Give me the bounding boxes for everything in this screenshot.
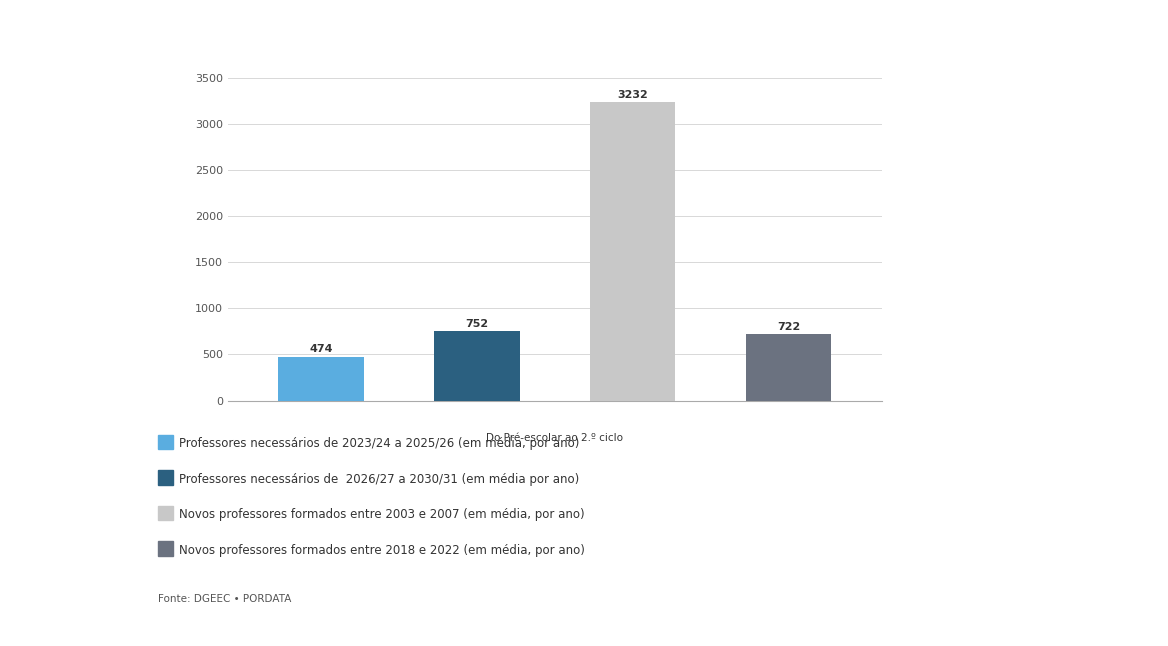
Bar: [590, 102, 675, 401]
Text: Do Pré-escolar ao 2.º ciclo: Do Pré-escolar ao 2.º ciclo: [486, 433, 624, 443]
Bar: [278, 357, 364, 401]
Text: 752: 752: [465, 319, 488, 329]
Bar: [745, 334, 832, 401]
Text: Professores necessários de  2026/27 a 2030/31 (em média por ano): Professores necessários de 2026/27 a 203…: [179, 473, 579, 486]
Text: Novos professores formados entre 2003 e 2007 (em média, por ano): Novos professores formados entre 2003 e …: [179, 508, 584, 521]
Text: Fonte: DGEEC • PORDATA: Fonte: DGEEC • PORDATA: [158, 594, 291, 604]
Text: Novos professores formados entre 2018 e 2022 (em média, por ano): Novos professores formados entre 2018 e …: [179, 544, 584, 557]
Text: 722: 722: [777, 322, 800, 331]
Bar: [434, 331, 520, 401]
Text: 474: 474: [310, 344, 333, 355]
Text: 3232: 3232: [618, 90, 648, 100]
Text: Professores necessários de 2023/24 a 2025/26 (em média, por ano): Professores necessários de 2023/24 a 202…: [179, 437, 579, 450]
